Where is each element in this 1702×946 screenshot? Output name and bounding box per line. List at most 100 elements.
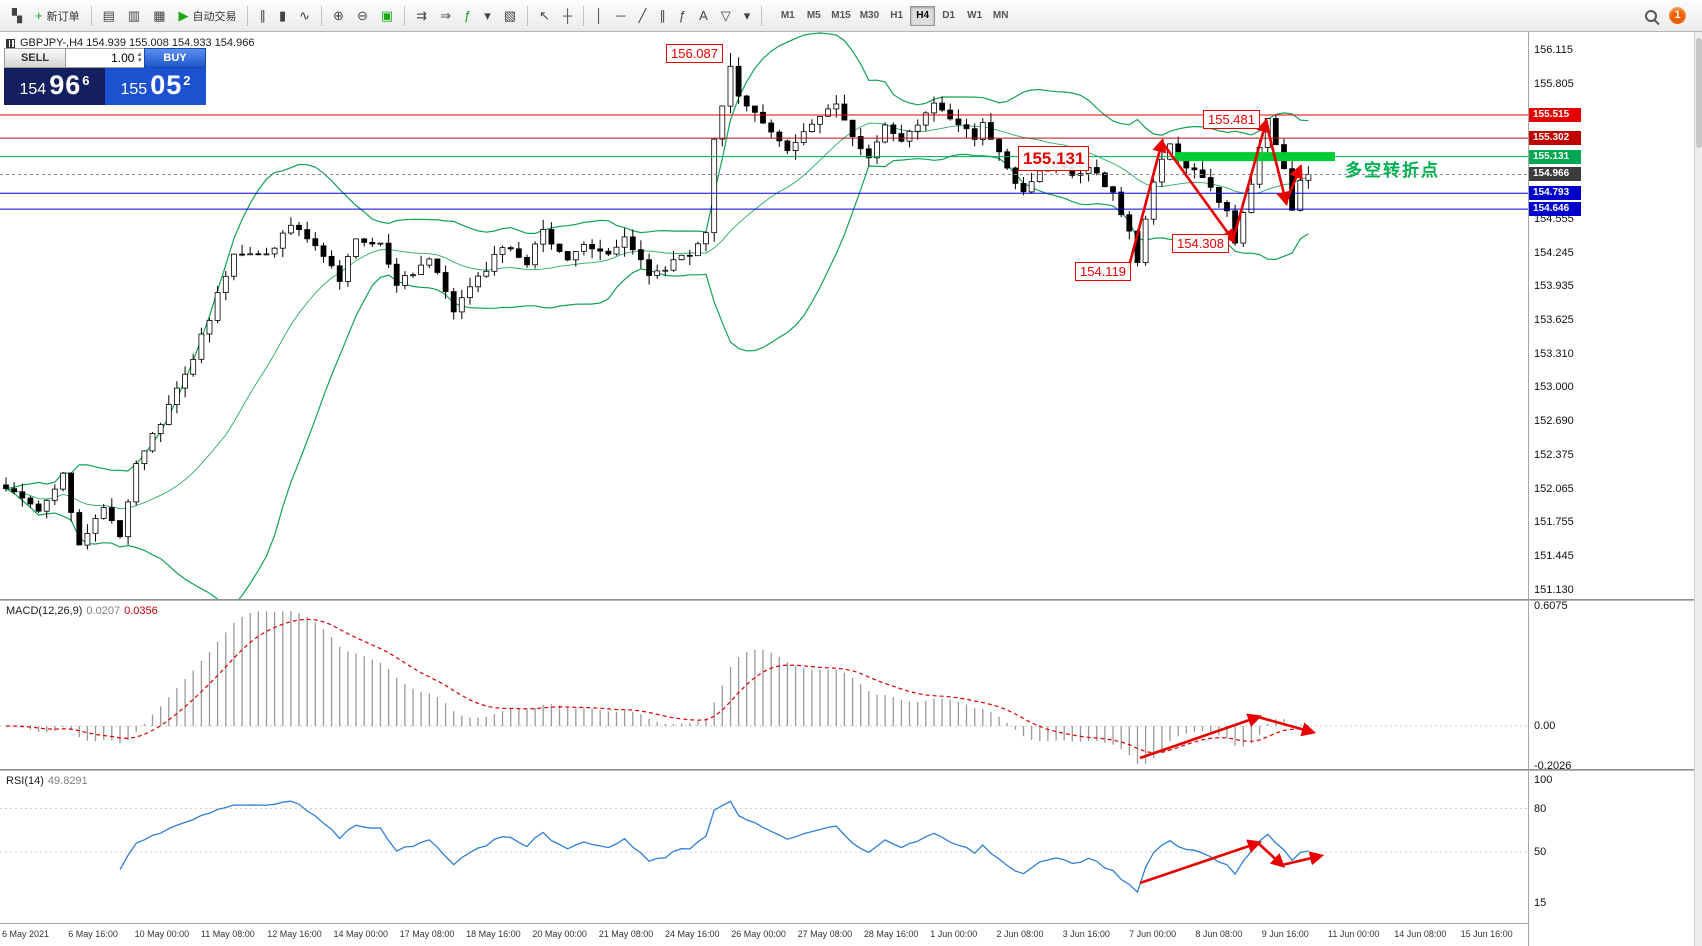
- timeframe-w1[interactable]: W1: [962, 6, 987, 26]
- trendline-button[interactable]: ╱: [633, 4, 653, 28]
- templates-button[interactable]: ▧: [498, 4, 522, 28]
- axis-label: 0.00: [1534, 720, 1556, 732]
- volume-spin-buttons[interactable]: ▴ ▾: [137, 51, 141, 64]
- price-annotation-155.131[interactable]: 155.131: [1018, 146, 1090, 171]
- zoom-in-button[interactable]: ⊕: [327, 4, 350, 28]
- channel-button[interactable]: ∥: [653, 4, 672, 28]
- axis-label: 151.130: [1534, 584, 1574, 596]
- trend-arrow[interactable]: [1139, 713, 1263, 760]
- trend-arrow[interactable]: [1257, 715, 1317, 737]
- rsi-panel[interactable]: [0, 771, 1528, 922]
- auto-trading-button[interactable]: ▶ 自动交易: [172, 4, 242, 28]
- main-chart[interactable]: [0, 32, 1528, 600]
- price-annotation-154.119[interactable]: 154.119: [1075, 262, 1132, 281]
- timeframe-mn[interactable]: MN: [988, 6, 1013, 26]
- scrollbar-thumb[interactable]: [1696, 38, 1702, 148]
- tile-windows-button[interactable]: ▣: [375, 4, 399, 28]
- toolbar: ▚ + 新订单 ▤ ▥ ▦ ▶ 自动交易 ∥ ▮ ∿ ⊕ ⊖ ▣ ⇉ ⇒ ƒ ▾ ▧ ↖ ┼ │ ─ ╱ ∥ ƒ A ▽ ▾ M1 M5 M…: [0, 0, 1702, 32]
- trend-arrow[interactable]: [1126, 137, 1167, 271]
- trend-arrow[interactable]: [1160, 141, 1236, 244]
- search-icon[interactable]: [1645, 9, 1660, 25]
- timeframe-m30[interactable]: M30: [856, 6, 883, 26]
- periods-button[interactable]: ▾: [478, 4, 497, 28]
- zoom-out-icon: ⊖: [356, 8, 368, 23]
- trend-arrow[interactable]: [1284, 164, 1303, 203]
- chart-shift-icon: ⇒: [440, 8, 451, 23]
- axis-label: 153.310: [1534, 347, 1574, 360]
- price-tag-154.793: 154.793: [1529, 186, 1581, 201]
- trend-arrow[interactable]: [1231, 117, 1271, 241]
- time-label: 17 May 08:00: [399, 929, 455, 939]
- axis-label: 153.000: [1534, 381, 1574, 394]
- new-order-button[interactable]: + 新订单: [29, 4, 86, 28]
- trend-arrow[interactable]: [1257, 842, 1286, 868]
- text-tool-button[interactable]: A: [693, 4, 714, 28]
- buy-button[interactable]: BUY: [144, 48, 206, 68]
- zoom-out-button[interactable]: ⊖: [351, 4, 374, 28]
- toolbar-buttons: ▚ + 新订单 ▤ ▥ ▦ ▶ 自动交易 ∥ ▮ ∿ ⊕ ⊖ ▣ ⇉ ⇒ ƒ ▾ ▧ ↖ ┼ │ ─ ╱ ∥ ƒ A ▽ ▾: [6, 4, 766, 28]
- price-annotation-156.087[interactable]: 156.087: [666, 44, 723, 63]
- horizontal-line-button[interactable]: ─: [610, 4, 631, 28]
- rsi-value: 49.8291: [47, 775, 88, 787]
- symbol-quote-text: GBPJPY-,H4 154.939 155.008 154.933 154.9…: [20, 37, 255, 49]
- turning-point-text[interactable]: 多空转折点: [1345, 161, 1440, 180]
- price-annotation-154.308[interactable]: 154.308: [1172, 234, 1229, 253]
- fibonacci-icon: ƒ: [678, 8, 687, 23]
- timeframe-m1[interactable]: M1: [775, 6, 800, 26]
- panel-separator[interactable]: [0, 599, 1694, 601]
- buy-price-panel[interactable]: 155 05 2: [105, 68, 206, 105]
- timeframe-m15[interactable]: M15: [827, 6, 854, 26]
- volume-value[interactable]: 1.00: [111, 51, 135, 65]
- trend-arrow[interactable]: [1264, 121, 1291, 207]
- arrows-tool-button[interactable]: ▽: [715, 4, 737, 28]
- text-tool-icon: A: [699, 8, 708, 23]
- sell-price-panel[interactable]: 154 96 6: [4, 68, 105, 105]
- axis-label: 151.755: [1534, 516, 1574, 529]
- time-axis[interactable]: 6 May 2021 6 May 16:00 10 May 00:00 11 May …: [0, 923, 1528, 946]
- chart-shift-button[interactable]: ⇒: [434, 4, 457, 28]
- vertical-scrollbar[interactable]: [1694, 32, 1702, 946]
- new-chart-button[interactable]: ▚: [6, 4, 28, 28]
- volume-up-icon[interactable]: ▴: [137, 51, 141, 58]
- sell-button[interactable]: SELL: [4, 48, 66, 68]
- data-window-button[interactable]: ▥: [122, 4, 146, 28]
- line-chart-type-button[interactable]: ∿: [293, 4, 316, 28]
- volume-down-icon[interactable]: ▾: [137, 57, 141, 64]
- time-label: 10 May 00:00: [134, 929, 190, 939]
- candlestick-type-button[interactable]: ▮: [273, 4, 292, 28]
- macd-panel[interactable]: [0, 601, 1528, 769]
- panel-separator[interactable]: [0, 769, 1694, 771]
- price-annotation-155.481[interactable]: 155.481: [1203, 110, 1260, 129]
- bar-chart-type-button[interactable]: ∥: [253, 4, 272, 28]
- time-label: 20 May 00:00: [532, 929, 587, 939]
- trend-arrow[interactable]: [1281, 851, 1325, 867]
- indicators-button[interactable]: ƒ: [458, 4, 477, 28]
- shapes-dropdown-icon: ▾: [743, 8, 751, 23]
- navigator-button[interactable]: ▦: [147, 4, 171, 28]
- market-watch-button[interactable]: ▤: [97, 4, 121, 28]
- cursor-button[interactable]: ↖: [533, 4, 556, 28]
- crosshair-button[interactable]: ┼: [557, 4, 578, 28]
- new-order-button-label: 新订单: [46, 10, 80, 23]
- toolbar-separator: [321, 5, 323, 26]
- fibonacci-button[interactable]: ƒ: [673, 4, 692, 28]
- timeframe-m5[interactable]: M5: [801, 6, 826, 26]
- tile-windows-icon: ▣: [380, 8, 394, 23]
- volume-stepper[interactable]: 1.00 ▴ ▾: [66, 48, 144, 68]
- toolbar-separator: [761, 5, 763, 26]
- vertical-line-button[interactable]: │: [589, 4, 609, 28]
- timeframe-h1[interactable]: H1: [884, 6, 909, 26]
- price-axis[interactable]: 156.115 155.805 154.555 154.245 153.935 153.6…: [1528, 32, 1694, 946]
- trend-arrow[interactable]: [1139, 839, 1263, 885]
- axis-label: 154.245: [1534, 246, 1574, 259]
- toolbar-separator: [90, 5, 92, 26]
- timeframe-d1[interactable]: D1: [936, 6, 961, 26]
- shapes-dropdown-button[interactable]: ▾: [738, 4, 757, 28]
- bollinger-bands: [5, 32, 1309, 600]
- notification-badge[interactable]: 1: [1669, 7, 1686, 24]
- auto-scroll-icon: ⇉: [416, 8, 428, 23]
- navigator-icon: ▦: [153, 8, 166, 23]
- auto-scroll-button[interactable]: ⇉: [410, 4, 433, 28]
- timeframe-h4[interactable]: H4: [910, 5, 936, 26]
- buy-price-sup: 2: [183, 73, 191, 88]
